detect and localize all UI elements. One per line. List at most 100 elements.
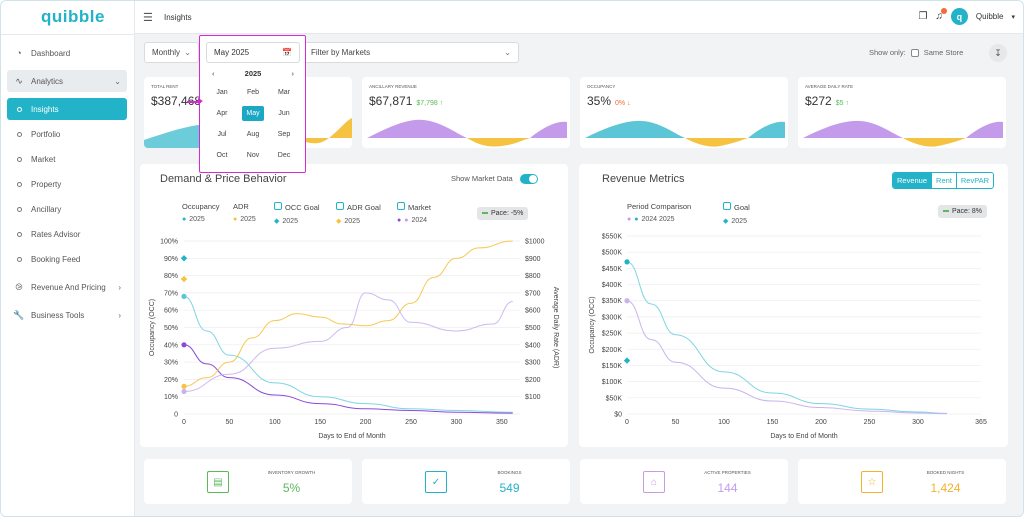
dashboard-icon: ◔ <box>16 48 22 58</box>
same-store-checkbox[interactable] <box>910 48 919 57</box>
bullet-icon <box>16 181 22 187</box>
occupancy-line <box>183 295 513 413</box>
y-tick-label: $350K <box>602 298 623 305</box>
adr-line <box>183 240 513 387</box>
month-jan[interactable]: Jan <box>216 89 228 96</box>
month-feb[interactable]: Feb <box>246 89 260 96</box>
house-icon: ⌂ <box>643 471 665 493</box>
download-button[interactable]: ↧ <box>989 44 1007 62</box>
chevron-right-icon: › <box>118 282 121 292</box>
legend-adr-goal[interactable]: ADR Goal ◆ 2025 <box>336 202 381 225</box>
ancillary-sparkline <box>367 119 567 147</box>
y-tick-label: $400K <box>602 282 623 289</box>
tab-revenue[interactable]: Revenue <box>893 173 932 188</box>
y-tick-label: $300K <box>602 314 623 321</box>
legend-goal[interactable]: Goal ◆ 2025 <box>723 202 750 225</box>
legend-period-comparison[interactable]: Period Comparison ● ● 2024 2025 <box>627 202 692 223</box>
date-input[interactable]: May 2025 📅 <box>206 42 300 63</box>
sidebar-item-ancillary[interactable]: Ancillary <box>7 198 127 220</box>
sidebar-item-booking-feed[interactable]: Booking Feed <box>7 248 127 270</box>
chart-line-icon: ∿ <box>15 75 23 86</box>
x-tick-label: 300 <box>912 419 924 426</box>
month-apr[interactable]: Apr <box>216 110 228 117</box>
copy-icon[interactable]: ❐ <box>918 11 928 22</box>
legend-market[interactable]: Market ● ● 2024 <box>397 202 431 224</box>
y-tick-label: $500K <box>602 250 623 257</box>
menu-collapse-icon[interactable]: ☰ <box>143 12 153 24</box>
x-tick-label: 250 <box>864 419 876 426</box>
bullet-icon <box>16 256 22 262</box>
month-oct[interactable]: Oct <box>216 152 228 159</box>
sidebar-item-analytics[interactable]: ∿ Analytics ⌄ <box>7 70 127 92</box>
pace-badge: Pace: -5% <box>477 207 529 220</box>
x-tick-label: 50 <box>226 419 234 426</box>
x-tick-label: 100 <box>718 419 730 426</box>
month-nov[interactable]: Nov <box>246 152 260 159</box>
show-market-toggle[interactable] <box>519 174 538 185</box>
legend-adr[interactable]: ADR ● 2025 <box>233 202 256 223</box>
y2-tick-label: $900 <box>525 256 541 263</box>
sidebar-item-property[interactable]: Property <box>7 173 127 195</box>
adr-point <box>181 383 187 389</box>
month-mar[interactable]: Mar <box>277 89 291 96</box>
chevron-right-icon[interactable]: › <box>291 69 295 78</box>
sidebar-item-portfolio[interactable]: Portfolio <box>7 123 127 145</box>
x-axis-label: Days to End of Month <box>770 433 837 440</box>
legend-occ-goal[interactable]: OCC Goal ◆ 2025 <box>274 202 320 225</box>
markets-filter[interactable]: Filter by Markets ⌄ <box>303 42 519 63</box>
month-jun[interactable]: Jun <box>278 110 290 117</box>
y-tick-label: $250K <box>602 331 623 338</box>
market-point <box>181 342 187 348</box>
adr-goal-marker <box>180 275 188 283</box>
pace-badge: Pace: 8% <box>938 205 987 218</box>
sidebar-item-rates-advisor[interactable]: Rates Advisor <box>7 223 127 245</box>
chevron-down-icon[interactable]: ▾ <box>1011 13 1015 21</box>
y-tick-label: 80% <box>164 273 178 280</box>
x-tick-label: 0 <box>625 419 629 426</box>
notifications-icon[interactable]: ♫ <box>935 8 947 22</box>
chevron-left-icon[interactable]: ‹ <box>212 69 215 78</box>
tab-rent[interactable]: Rent <box>931 173 956 188</box>
revenue-tabs: Revenue Rent RevPAR <box>892 172 995 189</box>
sidebar-item-revenue-and-pricing[interactable]: ⧁ Revenue And Pricing › <box>7 276 127 298</box>
market-line <box>183 344 513 414</box>
month-jul[interactable]: Jul <box>217 131 227 138</box>
month-sep[interactable]: Sep <box>277 131 291 138</box>
y2-tick-label: $400 <box>525 342 541 349</box>
sidebar-item-business-tools[interactable]: 🔧 Business Tools › <box>7 304 127 326</box>
wrench-icon: 🔧 <box>13 309 25 320</box>
x-tick-label: 365 <box>975 419 987 426</box>
notification-badge <box>940 8 947 14</box>
kpi-average-daily-rate: Average Daily Rate $272 $5 ↑ <box>798 77 1006 148</box>
month-dec[interactable]: Dec <box>277 152 291 159</box>
kpi-occupancy: Occupancy 35% 0% ↓ <box>580 77 788 148</box>
kpi-ancillary-revenue: Ancillary Revenue $67,871 $7,798 ↑ <box>362 77 570 148</box>
y-tick-label: 10% <box>164 394 178 401</box>
chevron-down-icon: ⌄ <box>504 48 511 57</box>
y2-axis-label: Average Daily Rate (ADR) <box>552 287 559 369</box>
y-tick-label: 70% <box>164 290 178 297</box>
month-may[interactable]: May <box>242 106 264 121</box>
y2-tick-label: $100 <box>525 394 541 401</box>
y2-tick-label: $200 <box>525 377 541 384</box>
occupancy-sparkline <box>585 120 785 147</box>
month-aug[interactable]: Aug <box>246 131 260 138</box>
tab-revpar[interactable]: RevPAR <box>955 173 993 188</box>
download-icon: ↧ <box>994 47 1002 58</box>
x-tick-label: 150 <box>314 419 326 426</box>
user-name[interactable]: Quibble <box>975 12 1004 21</box>
sidebar-item-dashboard[interactable]: ◔ Dashboard <box>7 42 127 64</box>
x-tick-label: 200 <box>360 419 372 426</box>
period-select[interactable]: Monthly ⌄ <box>144 42 199 63</box>
avatar[interactable]: q <box>950 8 968 25</box>
sidebar-item-market[interactable]: Market <box>7 148 127 170</box>
bullet-icon <box>16 131 22 137</box>
bar-chart-icon: ▤ <box>207 471 229 493</box>
y-tick-label: 100% <box>160 239 178 246</box>
stat-active-properties: ⌂ Active Properties 144 <box>580 459 788 504</box>
sidebar-item-insights[interactable]: Insights <box>7 98 127 120</box>
legend-occupancy[interactable]: Occupancy ● 2025 <box>182 202 220 223</box>
bullet-icon <box>16 231 22 237</box>
bullet-icon <box>16 206 22 212</box>
y2-tick-label: $800 <box>525 273 541 280</box>
